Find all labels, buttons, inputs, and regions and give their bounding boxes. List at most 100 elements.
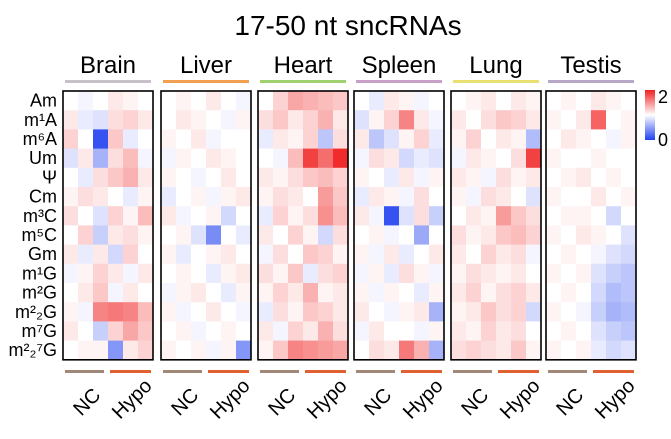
heat-cell	[561, 91, 577, 111]
group-bar-hypo	[593, 370, 634, 373]
heat-cell	[273, 283, 289, 303]
heat-cell	[384, 206, 400, 226]
heat-cell	[414, 129, 430, 149]
heat-cell	[526, 225, 542, 245]
heat-cell	[496, 206, 512, 226]
heat-cell	[108, 283, 124, 303]
heat-cell	[318, 244, 334, 265]
tissue-bar	[163, 80, 249, 83]
panel-border	[353, 90, 445, 361]
panel-heart: Heart NC Hypo	[257, 52, 352, 424]
heat-cell	[429, 206, 445, 226]
heat-cell	[191, 91, 207, 111]
heat-cell	[206, 129, 222, 149]
heat-cell	[466, 225, 482, 245]
heat-cell	[273, 167, 289, 188]
heat-cell	[318, 321, 334, 341]
heat-cell	[108, 167, 124, 188]
heat-cell	[288, 129, 304, 149]
heat-cell	[606, 167, 622, 188]
heat-cell	[526, 340, 542, 361]
heat-cell	[108, 148, 124, 169]
heat-cell	[526, 321, 542, 341]
heat-cell	[93, 244, 109, 265]
heat-cell	[123, 340, 139, 361]
heat-cell	[481, 225, 497, 245]
heat-cell	[138, 91, 154, 111]
heat-cell	[258, 129, 274, 149]
heat-cell	[288, 167, 304, 188]
heat-cell	[206, 302, 222, 322]
heat-cell	[63, 340, 79, 361]
heat-cell	[466, 340, 482, 361]
heat-cell	[606, 206, 622, 226]
heat-cell	[258, 110, 274, 130]
tissue-bar	[65, 80, 151, 83]
heat-cell	[561, 244, 577, 265]
heat-cell	[258, 302, 274, 322]
heat-cell	[369, 148, 385, 169]
row-label: m²₂⁷G	[9, 340, 58, 360]
heat-cell	[526, 148, 542, 169]
heat-cell	[451, 263, 467, 284]
row-label: m³C	[23, 206, 57, 226]
heat-cell	[206, 263, 222, 284]
heat-cell	[303, 283, 319, 303]
row-label: Um	[29, 148, 57, 168]
heat-cell	[621, 302, 637, 322]
heat-cell	[606, 321, 622, 341]
heat-cell	[466, 148, 482, 169]
heat-cell	[78, 302, 94, 322]
heat-cell	[429, 91, 445, 111]
heat-cell	[546, 340, 562, 361]
heat-cell	[176, 263, 192, 284]
heat-cell	[576, 110, 592, 130]
heat-cell	[288, 110, 304, 130]
heat-cell	[561, 167, 577, 188]
heat-cell	[273, 225, 289, 245]
heat-cell	[354, 148, 370, 169]
heat-cell	[63, 244, 79, 265]
group-bar-hypo	[401, 370, 442, 373]
heat-cell	[273, 129, 289, 149]
heat-cell	[606, 148, 622, 169]
tissue-bar	[548, 80, 634, 83]
heat-cell	[511, 110, 527, 130]
heat-cell	[414, 225, 430, 245]
group-label-hypo: Hypo	[591, 375, 640, 424]
group-label-hypo: Hypo	[303, 375, 352, 424]
group-label-nc: NC	[167, 384, 203, 420]
heat-cell	[108, 244, 124, 265]
group-label-hypo: Hypo	[496, 375, 545, 424]
heat-cell	[123, 167, 139, 188]
heat-cell	[466, 302, 482, 322]
heat-cell	[576, 302, 592, 322]
heat-cell	[511, 225, 527, 245]
heat-cell	[123, 187, 139, 207]
heat-cell	[176, 148, 192, 169]
heat-cell	[546, 321, 562, 341]
heat-cell	[78, 283, 94, 303]
heat-cell	[333, 340, 349, 361]
heat-cell	[63, 283, 79, 303]
heat-cell	[481, 302, 497, 322]
heat-cell	[526, 206, 542, 226]
heat-cell	[221, 129, 237, 149]
heat-cell	[496, 167, 512, 188]
panel-testis: Testis NC Hypo	[545, 52, 640, 424]
heat-cell	[78, 321, 94, 341]
heat-cell	[429, 129, 445, 149]
heat-cell	[511, 340, 527, 361]
heat-cell	[288, 283, 304, 303]
heat-cell	[621, 91, 637, 111]
heat-cell	[451, 148, 467, 169]
heat-cell	[78, 244, 94, 265]
heat-cell	[303, 148, 319, 169]
heat-cell	[191, 148, 207, 169]
heat-cell	[63, 148, 79, 169]
heat-cell	[63, 167, 79, 188]
heat-cell	[258, 148, 274, 169]
heat-cell	[333, 148, 349, 169]
